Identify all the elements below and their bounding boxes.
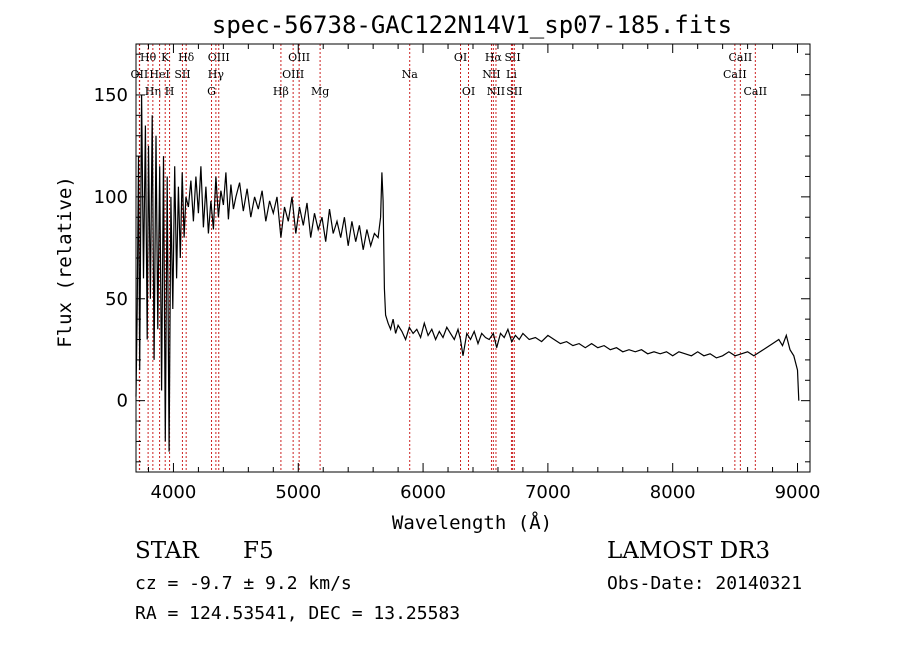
y-tick-label: 150 — [94, 85, 128, 106]
line-marker-label: CaII — [743, 85, 767, 98]
x-tick-label: 8000 — [650, 482, 696, 503]
coordinates: RA = 124.53541, DEC = 13.25583 — [135, 603, 461, 624]
x-tick-label: 5000 — [275, 482, 321, 503]
line-marker-label: H — [165, 85, 175, 98]
line-marker-label: OIII — [288, 51, 310, 64]
line-marker-label: Hβ — [273, 85, 289, 98]
y-tick-label: 0 — [117, 391, 128, 412]
line-marker-label: SII — [504, 51, 520, 64]
line-marker-label: NII — [487, 85, 505, 98]
line-marker-label: OI — [462, 85, 475, 98]
line-marker-label: SII — [174, 68, 190, 81]
y-axis: 0 50 100 150 — [94, 53, 810, 463]
x-tick-label: 7000 — [525, 482, 571, 503]
line-marker-label: Hδ — [178, 51, 195, 64]
line-marker-label: OIII — [208, 51, 230, 64]
line-marker-label: Na — [402, 68, 419, 81]
object-class: STAR — [135, 538, 199, 564]
x-tick-label: 6000 — [400, 482, 446, 503]
obs-date: Obs-Date: 20140321 — [607, 573, 803, 594]
chart-title: spec-56738-GAC122N14V1_sp07-185.fits — [212, 11, 732, 39]
line-marker-label: OI — [454, 51, 467, 64]
x-tick-label: 9000 — [775, 482, 821, 503]
y-tick-label: 50 — [105, 289, 128, 310]
line-marker-label: Hα — [485, 51, 503, 64]
x-tick-label: 4000 — [151, 482, 197, 503]
line-marker-label: SII — [506, 85, 522, 98]
x-axis-label: Wavelength (Å) — [392, 511, 552, 534]
object-subclass: F5 — [243, 538, 274, 564]
line-marker-label: CaII — [729, 51, 753, 64]
x-axis: 4000 5000 6000 7000 8000 9000 — [147, 44, 821, 503]
line-marker-label: Hθ — [140, 51, 157, 64]
plot-frame — [135, 43, 811, 473]
line-marker-label: OIII — [282, 68, 304, 81]
redshift-cz: cz = -9.7 ± 9.2 km/s — [135, 573, 352, 594]
y-axis-label: Flux (relative) — [54, 176, 76, 348]
line-marker-label: Li — [506, 68, 517, 81]
line-marker-label: Hγ — [208, 68, 225, 81]
spectrum-line — [135, 94, 800, 452]
line-marker-label: HeI — [149, 68, 169, 81]
line-marker-label: CaII — [723, 68, 747, 81]
line-marker-label: G — [207, 85, 216, 98]
line-marker-label: K — [161, 51, 170, 64]
line-marker-label: Mg — [311, 85, 329, 98]
line-marker-label: NII — [482, 68, 500, 81]
spectrum-chart: spec-56738-GAC122N14V1_sp07-185.fits OII… — [54, 11, 821, 534]
line-marker-label: Hη — [145, 85, 161, 98]
y-tick-label: 100 — [94, 187, 128, 208]
survey-name: LAMOST DR3 — [607, 538, 771, 564]
